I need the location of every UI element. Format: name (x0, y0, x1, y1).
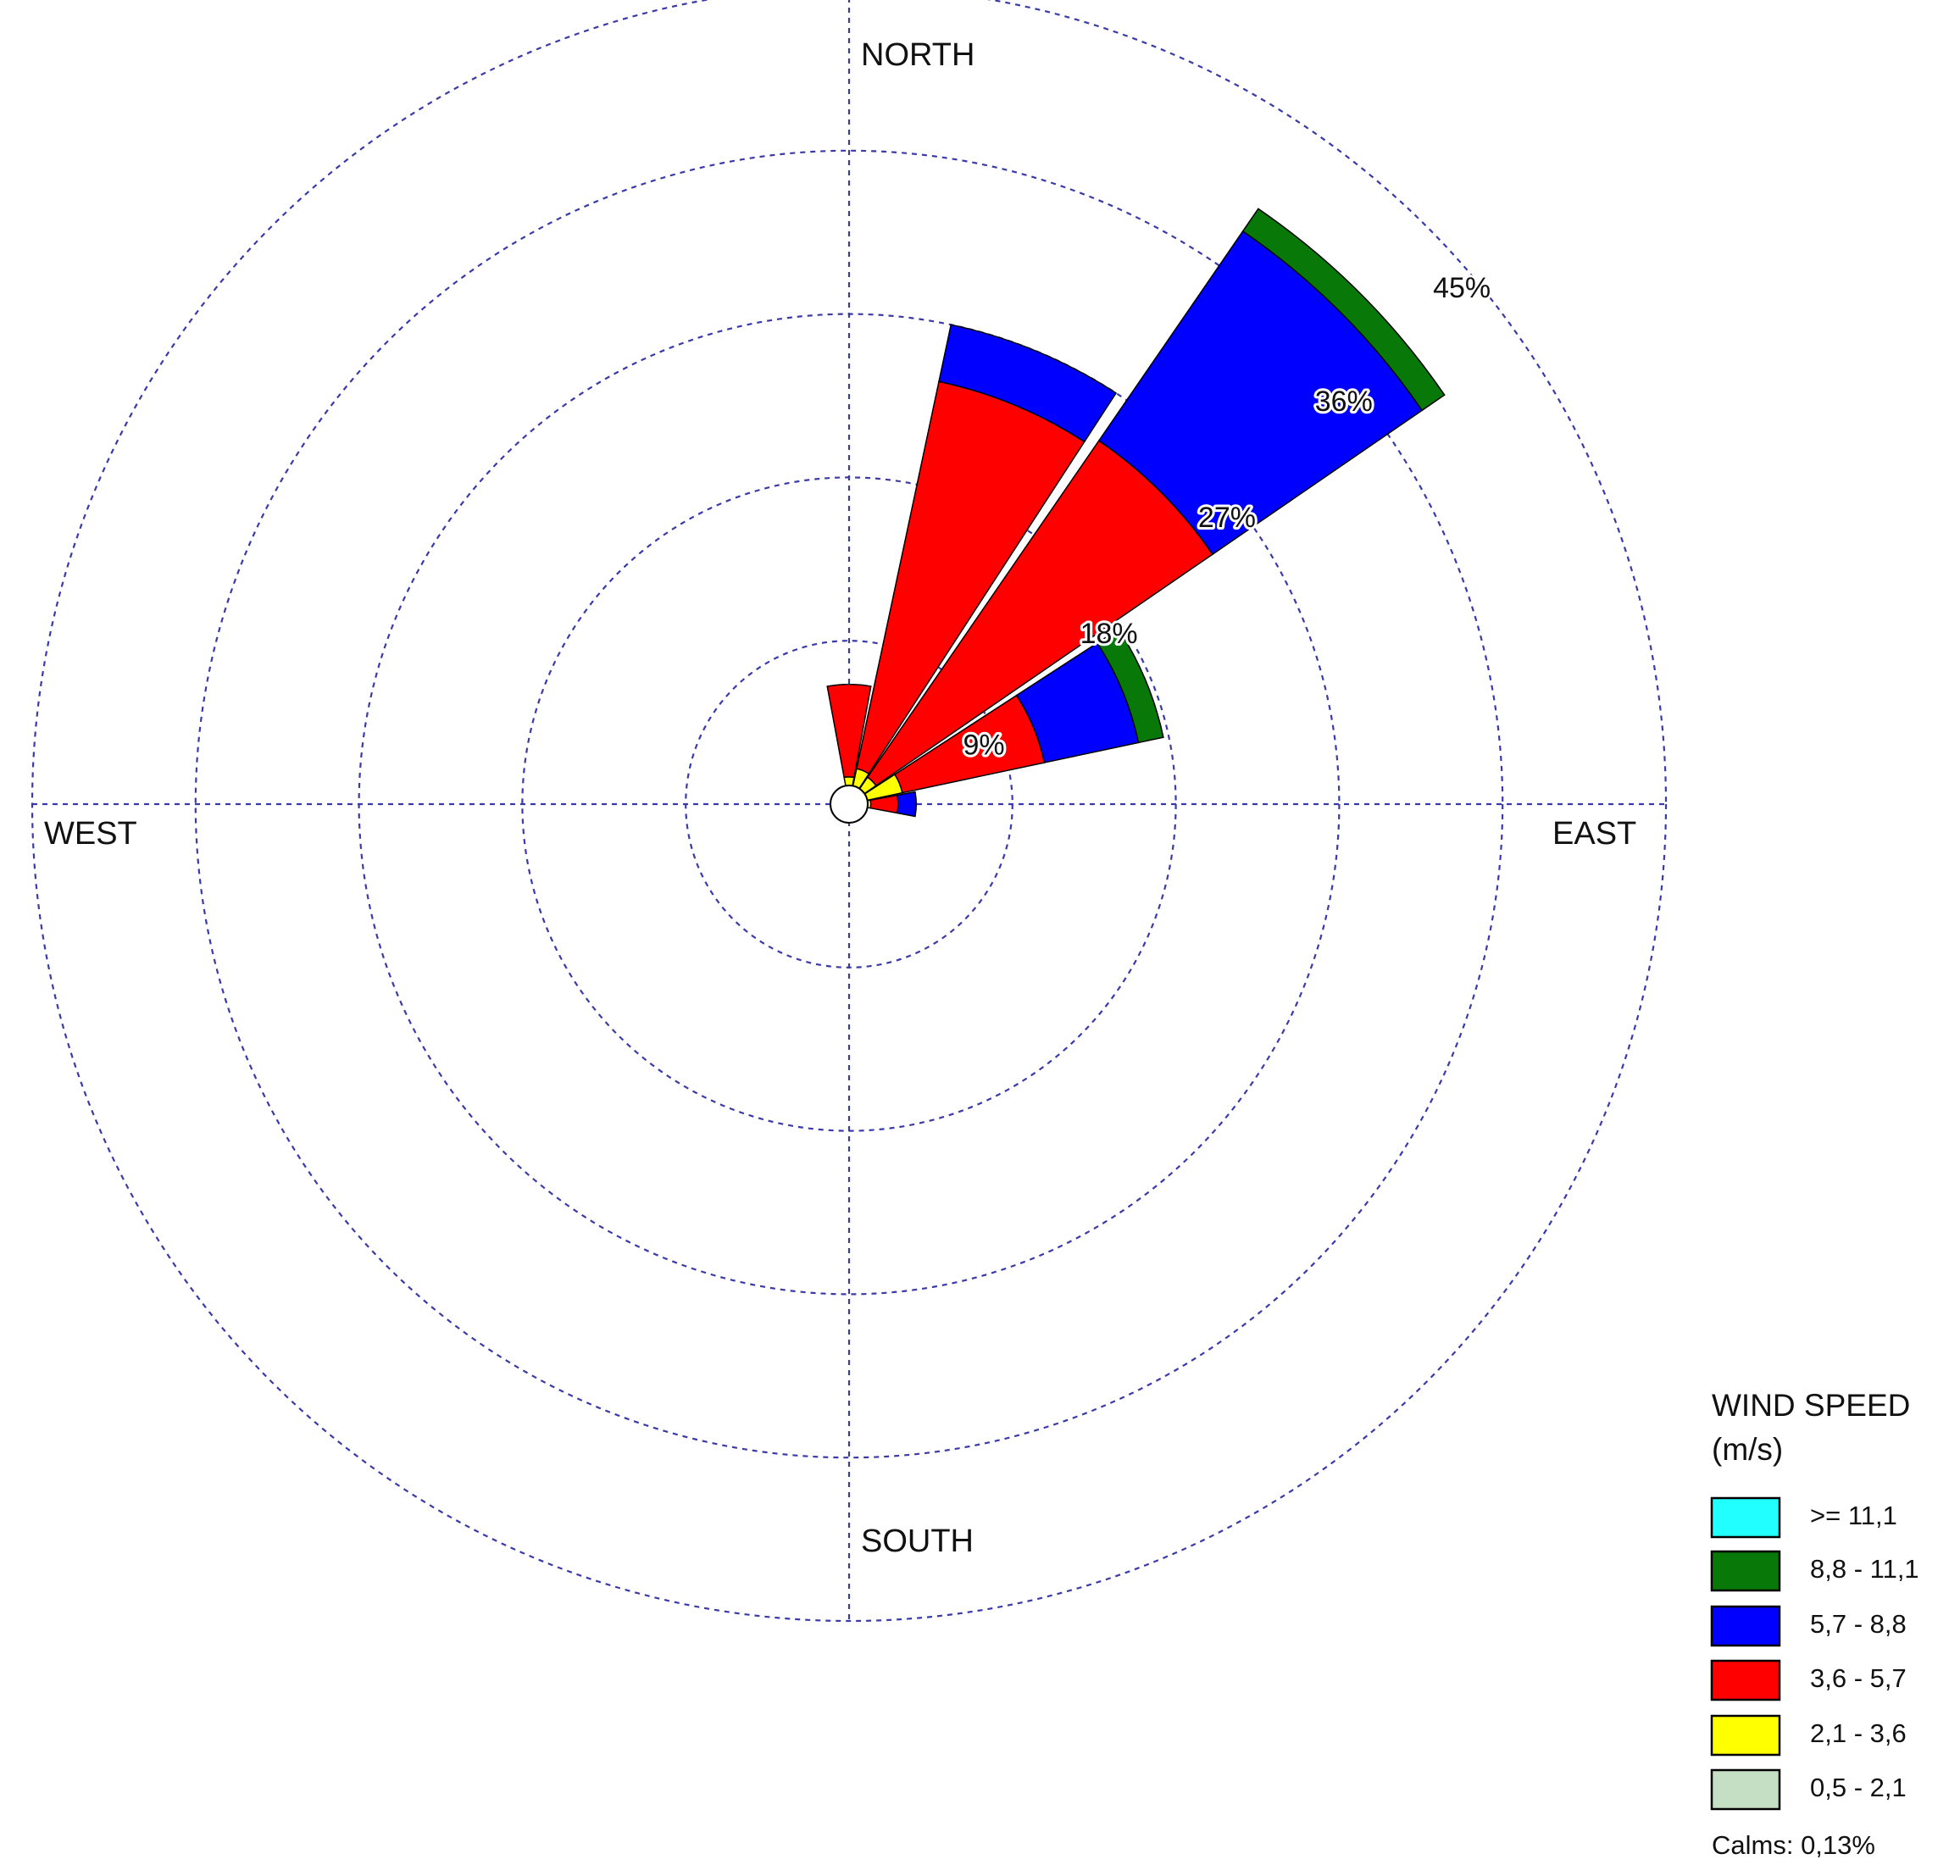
ring-label: 45% (1433, 272, 1491, 304)
legend-label: >= 11,1 (1810, 1501, 1897, 1530)
grid-ring (685, 640, 1013, 969)
legend-swatch (1710, 1714, 1781, 1757)
grid-ring (31, 0, 1667, 1622)
grid-ring (194, 149, 1504, 1459)
calms-label: Calms: 0,13% (1712, 1830, 1875, 1860)
petal-segment (1241, 208, 1446, 412)
legend-title: WIND SPEED (1712, 1388, 1910, 1423)
compass-west: WEST (44, 816, 137, 852)
legend-swatch (1710, 1496, 1781, 1539)
legend-swatch (1710, 1659, 1781, 1701)
legend-swatch (1710, 1605, 1781, 1647)
legend-label: 2,1 - 3,6 (1810, 1718, 1907, 1748)
ring-label: 18% (1080, 618, 1138, 650)
grid-ring (358, 313, 1341, 1296)
calm-circle (830, 785, 869, 824)
legend-label: 0,5 - 2,1 (1810, 1773, 1907, 1802)
compass-south: SOUTH (861, 1524, 974, 1559)
legend-swatch (1710, 1550, 1781, 1592)
legend-label: 8,8 - 11,1 (1810, 1554, 1919, 1584)
ring-label: 36% (1315, 386, 1373, 418)
legend-swatch (1710, 1768, 1781, 1811)
grid-ring (521, 476, 1177, 1132)
ring-label: 9% (963, 729, 1004, 761)
petal-segment (896, 791, 918, 818)
legend-label: 3,6 - 5,7 (1810, 1663, 1907, 1693)
compass-east: EAST (1552, 816, 1636, 852)
petal-segment (826, 683, 872, 779)
legend-label: 5,7 - 8,8 (1810, 1609, 1907, 1639)
petal-segment (938, 324, 1118, 443)
legend-unit: (m/s) (1712, 1432, 1783, 1467)
ring-label: 27% (1198, 502, 1256, 534)
compass-north: NORTH (861, 37, 974, 73)
